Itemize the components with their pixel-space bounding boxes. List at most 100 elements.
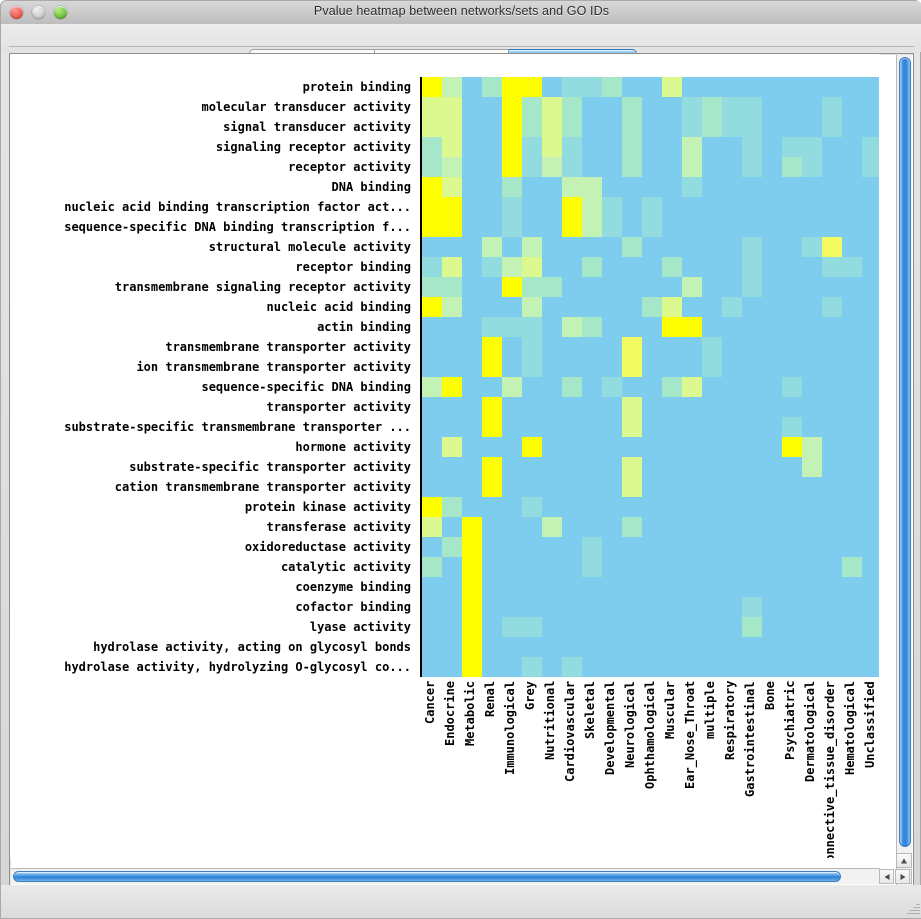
heatmap-cell[interactable] (742, 137, 762, 157)
heatmap-cell[interactable] (742, 437, 762, 457)
heatmap-cell[interactable] (562, 257, 582, 277)
heatmap-cell[interactable] (682, 137, 702, 157)
heatmap-cell[interactable] (702, 77, 722, 97)
heatmap-cell[interactable] (582, 337, 602, 357)
heatmap-cell[interactable] (582, 477, 602, 497)
heatmap-cell[interactable] (422, 217, 442, 237)
heatmap-cell[interactable] (502, 517, 522, 537)
heatmap-cell[interactable] (622, 257, 642, 277)
heatmap-cell[interactable] (842, 397, 862, 417)
heatmap-cell[interactable] (822, 137, 842, 157)
heatmap-cell[interactable] (562, 297, 582, 317)
heatmap-cell[interactable] (522, 197, 542, 217)
heatmap-cell[interactable] (722, 317, 742, 337)
heatmap-cell[interactable] (762, 277, 782, 297)
heatmap-cell[interactable] (582, 457, 602, 477)
heatmap-cell[interactable] (742, 517, 762, 537)
heatmap-cell[interactable] (522, 397, 542, 417)
heatmap-cell[interactable] (802, 377, 822, 397)
heatmap-cell[interactable] (742, 357, 762, 377)
heatmap-cell[interactable] (442, 137, 462, 157)
heatmap-cell[interactable] (442, 417, 462, 437)
heatmap-cell[interactable] (682, 577, 702, 597)
heatmap-cell[interactable] (562, 437, 582, 457)
heatmap-cell[interactable] (662, 577, 682, 597)
heatmap-cell[interactable] (842, 417, 862, 437)
heatmap-cell[interactable] (502, 657, 522, 677)
heatmap-cell[interactable] (462, 337, 482, 357)
heatmap-cell[interactable] (602, 617, 622, 637)
heatmap-cell[interactable] (542, 177, 562, 197)
heatmap-cell[interactable] (622, 237, 642, 257)
heatmap-cell[interactable] (782, 177, 802, 197)
heatmap-cell[interactable] (742, 597, 762, 617)
heatmap-cell[interactable] (602, 557, 622, 577)
heatmap-cell[interactable] (442, 457, 462, 477)
heatmap-cell[interactable] (862, 217, 879, 237)
heatmap-cell[interactable] (582, 277, 602, 297)
heatmap-cell[interactable] (542, 277, 562, 297)
heatmap-cell[interactable] (822, 457, 842, 477)
heatmap-cell[interactable] (542, 517, 562, 537)
heatmap-cell[interactable] (662, 497, 682, 517)
heatmap-cell[interactable] (482, 277, 502, 297)
heatmap-cell[interactable] (782, 217, 802, 237)
heatmap-cell[interactable] (742, 257, 762, 277)
horizontal-scrollbar-thumb[interactable] (13, 871, 841, 882)
heatmap-cell[interactable] (542, 577, 562, 597)
heatmap-cell[interactable] (642, 357, 662, 377)
heatmap-cell[interactable] (482, 377, 502, 397)
heatmap-cell[interactable] (862, 97, 879, 117)
heatmap-cell[interactable] (862, 457, 879, 477)
heatmap-cell[interactable] (702, 97, 722, 117)
heatmap-cell[interactable] (462, 377, 482, 397)
heatmap-cell[interactable] (682, 237, 702, 257)
heatmap-cell[interactable] (762, 377, 782, 397)
heatmap-cell[interactable] (422, 377, 442, 397)
heatmap-cell[interactable] (462, 77, 482, 97)
heatmap-cell[interactable] (562, 137, 582, 157)
heatmap-cell[interactable] (542, 437, 562, 457)
heatmap-cell[interactable] (522, 597, 542, 617)
heatmap-cell[interactable] (862, 497, 879, 517)
heatmap-cell[interactable] (582, 557, 602, 577)
heatmap-cell[interactable] (802, 657, 822, 677)
heatmap-cell[interactable] (482, 497, 502, 517)
heatmap-cell[interactable] (742, 317, 762, 337)
heatmap-cell[interactable] (782, 517, 802, 537)
heatmap-cell[interactable] (582, 637, 602, 657)
heatmap-cell[interactable] (422, 77, 442, 97)
heatmap-cell[interactable] (522, 137, 542, 157)
heatmap-cell[interactable] (782, 117, 802, 137)
heatmap-cell[interactable] (782, 397, 802, 417)
scroll-up-button[interactable] (896, 853, 912, 868)
heatmap-cell[interactable] (722, 417, 742, 437)
heatmap-cell[interactable] (722, 637, 742, 657)
heatmap-cell[interactable] (722, 177, 742, 197)
heatmap-cell[interactable] (782, 237, 802, 257)
heatmap-cell[interactable] (682, 377, 702, 397)
heatmap-cell[interactable] (762, 137, 782, 157)
heatmap-cell[interactable] (742, 217, 762, 237)
heatmap-cell[interactable] (542, 77, 562, 97)
heatmap-cell[interactable] (662, 137, 682, 157)
heatmap-cell[interactable] (802, 597, 822, 617)
heatmap-cell[interactable] (602, 377, 622, 397)
heatmap-cell[interactable] (542, 157, 562, 177)
heatmap-cell[interactable] (582, 317, 602, 337)
heatmap-cell[interactable] (842, 117, 862, 137)
heatmap-cell[interactable] (442, 317, 462, 337)
heatmap-cell[interactable] (522, 537, 542, 557)
heatmap-cell[interactable] (622, 437, 642, 457)
heatmap-cell[interactable] (762, 437, 782, 457)
heatmap-cell[interactable] (542, 297, 562, 317)
heatmap-cell[interactable] (802, 517, 822, 537)
heatmap-cell[interactable] (702, 637, 722, 657)
heatmap-cell[interactable] (622, 657, 642, 677)
heatmap-cell[interactable] (522, 357, 542, 377)
heatmap-cell[interactable] (822, 237, 842, 257)
heatmap-cell[interactable] (562, 537, 582, 557)
heatmap-cell[interactable] (502, 157, 522, 177)
heatmap-cell[interactable] (602, 637, 622, 657)
heatmap-cell[interactable] (422, 557, 442, 577)
